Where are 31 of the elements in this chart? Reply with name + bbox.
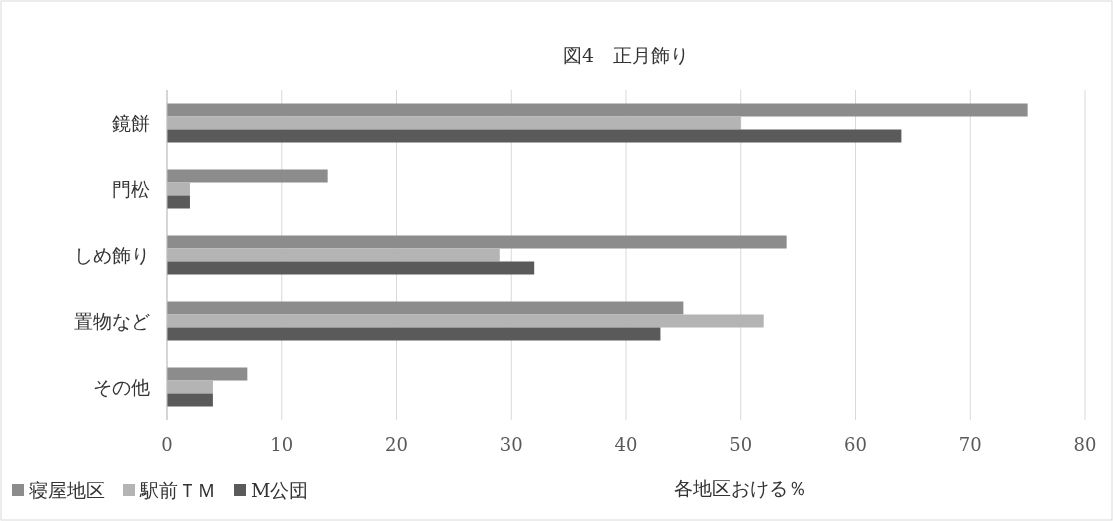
bar [167,103,1028,117]
bar [167,327,661,341]
legend-label: M公団 [251,479,309,501]
y-tick-label: 鏡餅 [112,112,150,134]
x-tick-label: 0 [161,434,173,455]
chart-title: 図4 正月飾り [562,44,690,66]
legend-寝屋地区: 寝屋地区 [12,479,105,501]
x-tick-label: 80 [1073,434,1097,455]
x-axis-title: 各地区おける％ [673,477,807,499]
bar [167,367,248,381]
x-tick-label: 10 [270,434,294,455]
x-tick-label: 60 [844,434,867,455]
bar [167,393,213,407]
x-tick-label: 70 [958,434,982,455]
legend-label: 駅前ＴＭ [139,479,216,501]
x-tick-label: 30 [499,434,523,455]
bar [167,261,535,275]
bar [167,195,190,209]
x-tick-label: 20 [385,434,408,455]
bar [167,235,787,249]
bar [167,129,902,143]
bar [167,301,684,315]
legend-駅前ＴＭ: 駅前ＴＭ [123,479,216,501]
y-tick-label: しめ飾り [74,244,150,266]
y-tick-label: その他 [93,376,150,398]
legend-label: 寝屋地区 [29,479,105,501]
x-tick-label: 50 [729,434,753,455]
bar [167,169,328,183]
y-tick-label: 門松 [112,178,150,200]
y-tick-label: 置物など [74,310,150,332]
x-tick-label: 40 [614,434,638,455]
